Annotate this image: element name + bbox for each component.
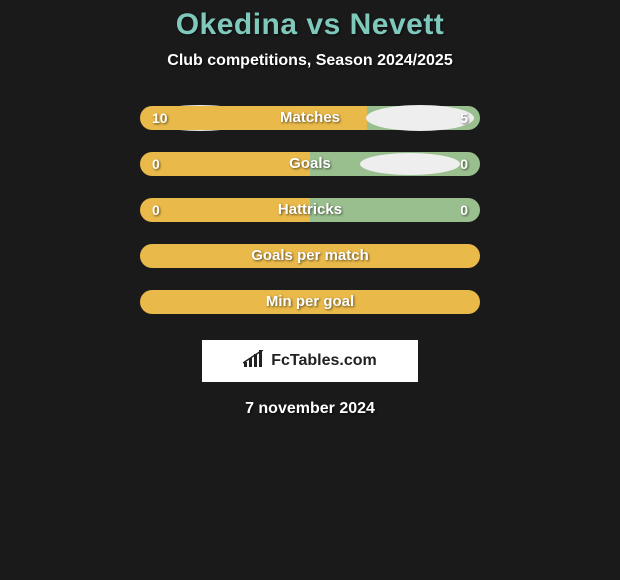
stat-row: 00Goals	[140, 152, 480, 176]
stat-bar: 00Goals	[140, 152, 480, 176]
stat-row: 105Matches	[140, 106, 480, 130]
empty-stat-rows: Goals per match Min per goal	[140, 244, 480, 336]
stat-label: Matches	[140, 106, 480, 130]
subtitle: Club competitions, Season 2024/2025	[167, 52, 452, 70]
source-text: FcTables.com	[271, 352, 377, 370]
stat-row-empty: Goals per match	[140, 244, 480, 268]
source-badge: FcTables.com	[202, 340, 418, 382]
chart-icon	[243, 350, 265, 373]
date-label: 7 november 2024	[245, 400, 375, 418]
stat-label: Goals	[140, 152, 480, 176]
stat-label: Goals per match	[140, 244, 480, 268]
stat-row: 00Hattricks	[140, 198, 480, 222]
stat-bar-empty: Goals per match	[140, 244, 480, 268]
stat-bar-empty: Min per goal	[140, 290, 480, 314]
stat-bar: 105Matches	[140, 106, 480, 130]
stat-label: Min per goal	[140, 290, 480, 314]
page-title: Okedina vs Nevett	[176, 8, 445, 42]
stat-label: Hattricks	[140, 198, 480, 222]
stat-row-empty: Min per goal	[140, 290, 480, 314]
stat-rows: 105Matches 00Goals 00Hattricks	[140, 106, 480, 244]
comparison-infographic: Okedina vs Nevett Club competitions, Sea…	[0, 0, 620, 418]
stat-bar: 00Hattricks	[140, 198, 480, 222]
